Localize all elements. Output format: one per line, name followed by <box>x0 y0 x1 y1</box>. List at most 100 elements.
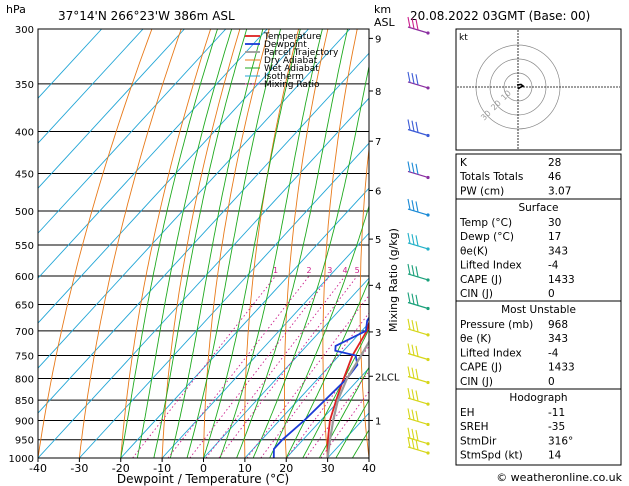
x-tick-label: -10 <box>153 462 171 475</box>
legend-entry: Dry Adiabat <box>264 56 318 66</box>
isotherm-line <box>244 322 369 458</box>
pressure-tick-label: 950 <box>15 436 34 447</box>
barb-shaft <box>407 437 429 445</box>
dry-adiabat-line <box>161 29 241 458</box>
legend-entry: Dewpoint <box>264 40 307 50</box>
most-unstable-box <box>455 300 622 390</box>
pressure-tick-label: 650 <box>15 301 34 312</box>
parcel-trajectory <box>326 339 369 458</box>
table-label: PW (cm) <box>460 185 504 197</box>
wind-barb <box>407 387 430 406</box>
barb-feather <box>407 408 411 420</box>
table-label: Lifted Index <box>460 347 522 359</box>
barb-shaft <box>407 352 429 361</box>
barb-feather <box>407 427 411 439</box>
table-label: CIN (J) <box>460 288 493 300</box>
indices-table: K 28 Totals Totals 46 PW (cm) 3.07 Surface Temp… <box>455 153 622 466</box>
dry-adiabat-line <box>244 29 300 458</box>
barb-dot <box>426 31 430 35</box>
table-label: SREH <box>460 421 489 433</box>
barb-dot <box>426 442 430 446</box>
mixing-ratio-label: 8 <box>381 266 386 275</box>
pressure-tick-label: 600 <box>15 272 34 283</box>
barb-feather <box>415 410 419 422</box>
barb-feather <box>407 198 411 210</box>
table-label: CAPE (J) <box>460 274 502 286</box>
barb-feather <box>407 318 411 330</box>
barb-feather <box>411 120 415 132</box>
barb-feather <box>407 161 411 173</box>
table-value: 28 <box>548 157 561 169</box>
wet-adiabat-line <box>318 366 369 458</box>
wind-barb <box>407 343 430 362</box>
pressure-tick-label: 400 <box>15 128 34 139</box>
barb-feather <box>415 163 419 175</box>
skewt-grid: 1 2 3 4 5 8 10 15 20 25 <box>38 29 452 458</box>
isotherm-line <box>38 97 369 458</box>
table-label: θe(K) <box>460 245 488 257</box>
x-tick-label: 30 <box>321 462 335 475</box>
wind-barb <box>407 427 430 446</box>
hodograph-trace <box>516 83 525 90</box>
location-title: 37°14'N 266°23'W 386m ASL <box>58 9 235 23</box>
x-tick-label: 40 <box>362 462 376 475</box>
barb-feather <box>411 162 415 174</box>
barb-dot <box>426 451 430 455</box>
barb-dot <box>426 133 430 138</box>
barb-feather <box>407 232 411 244</box>
skewt-profiles <box>272 316 369 458</box>
table-value: 14 <box>548 450 562 462</box>
pressure-tick-label: 450 <box>15 169 34 180</box>
barb-feather <box>415 121 419 133</box>
barb-dot <box>426 333 430 337</box>
barb-feather <box>415 74 419 85</box>
barb-shaft <box>407 81 429 89</box>
x-tick-label: 10 <box>238 462 252 475</box>
barb-shaft <box>407 446 429 454</box>
dry-adiabat-line <box>431 29 452 458</box>
table-value: -4 <box>548 260 559 272</box>
mixing-ratio-label: 2 <box>307 266 312 275</box>
km-tick-label: 4 <box>375 281 381 292</box>
pressure-tick-label: 900 <box>15 416 34 427</box>
mixing-ratio-axis-title: Mixing Ratio (g/kg) <box>387 228 400 332</box>
x-tick-label: 20 <box>279 462 293 475</box>
wet-adiabat-line <box>285 279 369 458</box>
wet-adiabat-line <box>169 29 264 458</box>
barb-dot <box>426 306 430 311</box>
barb-shaft <box>407 273 429 281</box>
table-value: 343 <box>548 333 568 345</box>
pressure-tick-label: 1000 <box>9 454 34 465</box>
table-value: 3.07 <box>548 185 571 197</box>
barb-feather <box>411 234 415 245</box>
isotherm-line <box>79 142 369 458</box>
legend-entry: Temperature <box>263 32 321 42</box>
km-tick-label: 5 <box>375 235 381 246</box>
wind-barb <box>407 436 430 455</box>
axis-ticks: 3003504004505005506006507007508008509009… <box>9 25 400 475</box>
wind-barb <box>407 16 430 35</box>
barb-feather <box>407 436 411 448</box>
table-value: 343 <box>548 245 568 257</box>
surface-title: Surface <box>518 202 558 214</box>
barb-feather <box>407 366 411 378</box>
table-value: 1433 <box>548 274 575 286</box>
barb-feather <box>411 409 415 421</box>
km-unit-label: km <box>374 3 391 16</box>
barb-shaft <box>407 128 429 137</box>
barb-shaft <box>407 397 429 405</box>
barb-dot <box>426 213 430 217</box>
mixing-ratio-line <box>189 275 331 458</box>
table-value: 968 <box>548 319 568 331</box>
isotherm-line <box>38 29 268 279</box>
pressure-tick-label: 800 <box>15 374 34 385</box>
hodograph-table-box <box>455 388 622 466</box>
isotherm-line <box>285 367 369 458</box>
barb-dot <box>426 402 430 406</box>
barb-feather <box>407 119 411 131</box>
barb-feather <box>415 345 419 357</box>
dry-adiabat-line <box>38 29 153 458</box>
wet-adiabat-line <box>335 399 369 458</box>
mixing-ratio-line <box>132 275 276 458</box>
